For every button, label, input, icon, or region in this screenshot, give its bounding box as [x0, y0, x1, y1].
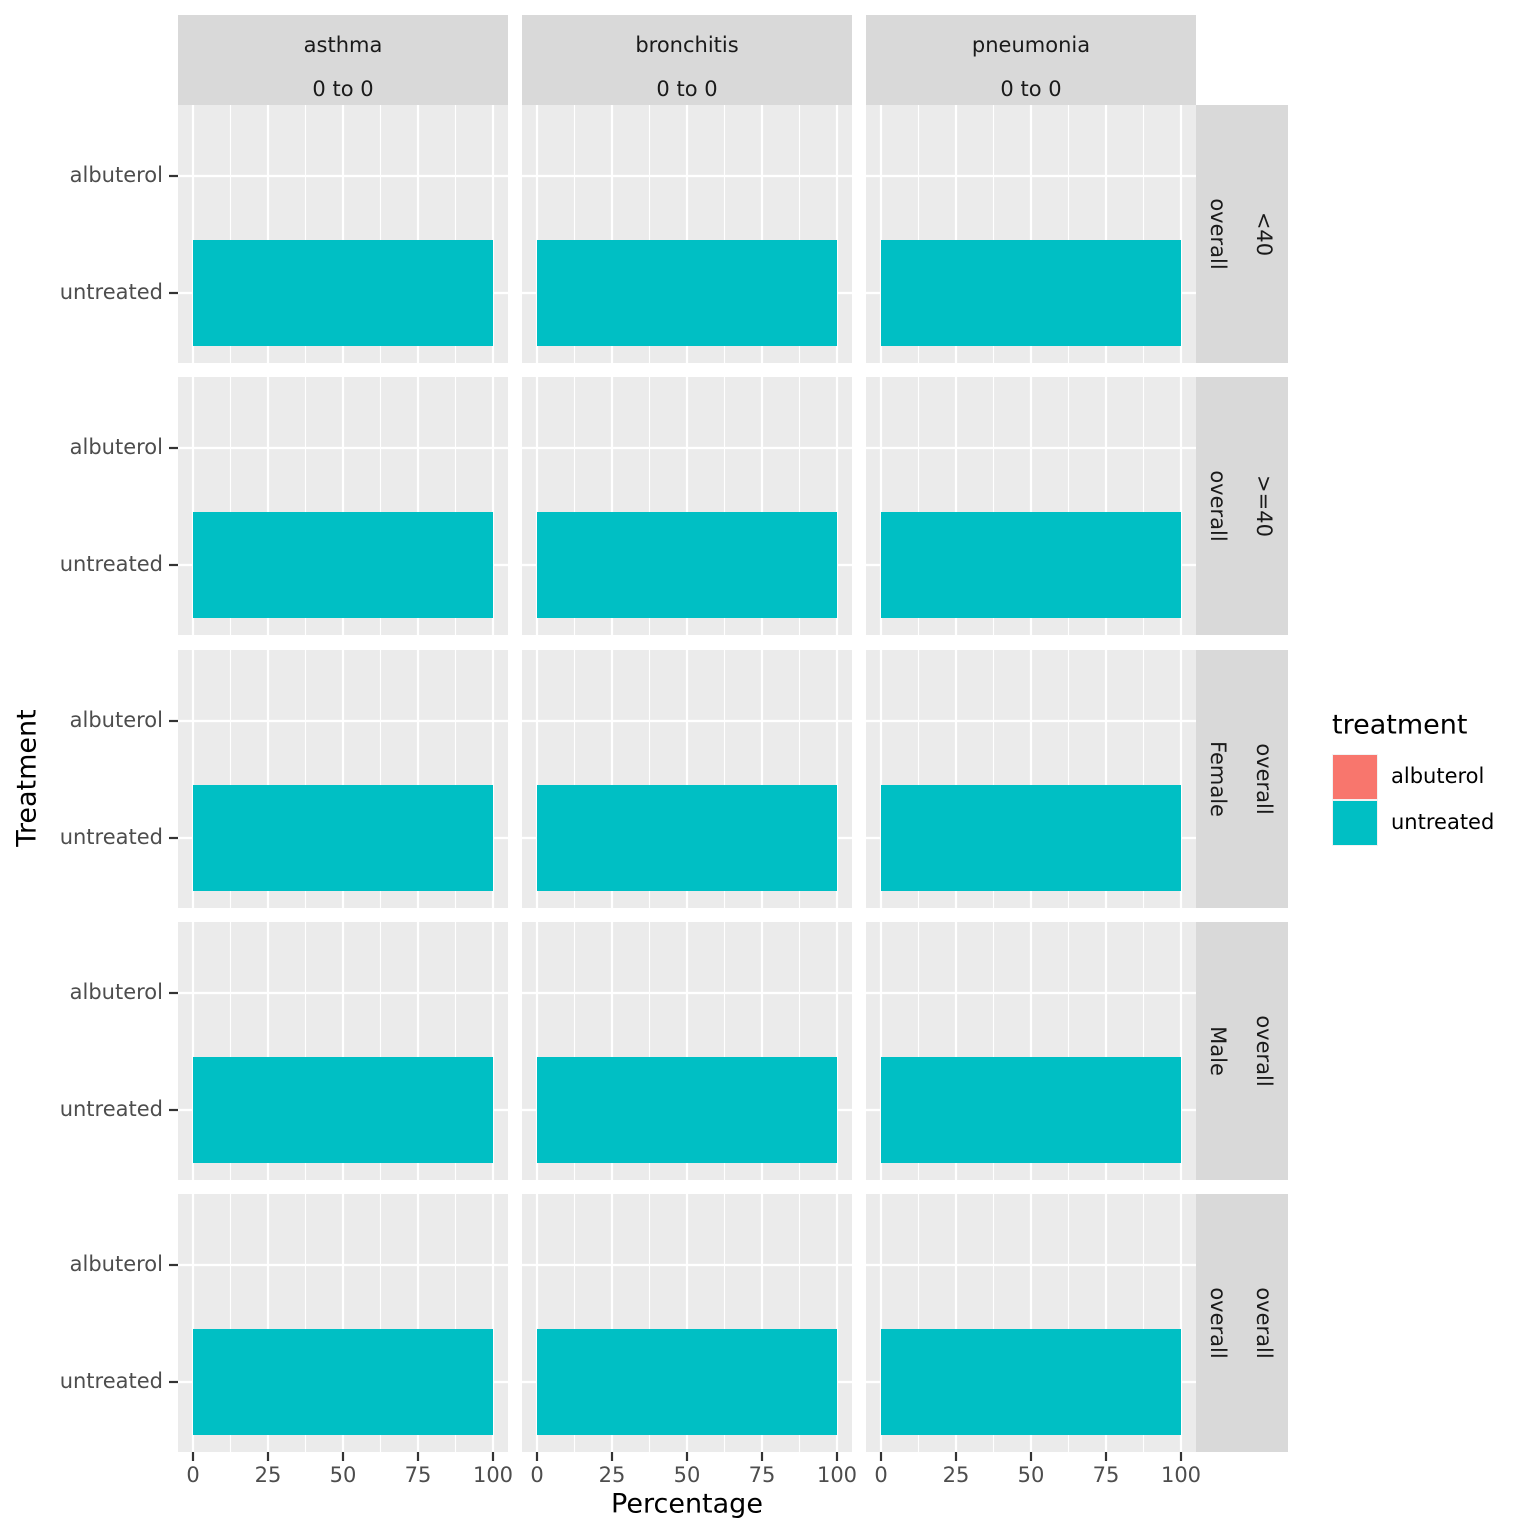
x-tick-label: 50 — [330, 1463, 357, 1487]
panel-1-pneumonia — [866, 377, 1196, 635]
y-tick-label-untreated: untreated — [60, 1097, 163, 1121]
panel-0-asthma — [178, 105, 508, 363]
x-tick-label: 75 — [1093, 1463, 1120, 1487]
panel-1-bronchitis — [522, 377, 852, 635]
strip-right-label-inner: Female — [1206, 741, 1230, 817]
legend-swatch-untreated — [1333, 801, 1377, 845]
x-tick-label: 100 — [1161, 1463, 1201, 1487]
panel-1-asthma — [178, 377, 508, 635]
strip-right-3: overall Male — [1196, 922, 1288, 1180]
strip-right-background — [1196, 105, 1288, 363]
bar-untreated — [537, 1057, 837, 1163]
panel-4-pneumonia — [866, 1194, 1196, 1452]
x-tick-label: 50 — [674, 1463, 701, 1487]
x-tick-label: 0 — [874, 1463, 887, 1487]
x-tick-label: 75 — [749, 1463, 776, 1487]
y-tick-label-albuterol: albuterol — [70, 980, 163, 1004]
panel-2-asthma — [178, 650, 508, 908]
panel-2-pneumonia — [866, 650, 1196, 908]
panel-3-asthma — [178, 922, 508, 1180]
y-tick-label-untreated: untreated — [60, 552, 163, 576]
x-tick-label: 100 — [817, 1463, 857, 1487]
panel-0-bronchitis — [522, 105, 852, 363]
strip-right-background — [1196, 922, 1288, 1180]
x-tick-label: 100 — [473, 1463, 513, 1487]
strip-right-background — [1196, 650, 1288, 908]
panel-3-bronchitis — [522, 922, 852, 1180]
x-tick-label: 0 — [530, 1463, 543, 1487]
legend: treatment albuterol untreated — [1332, 710, 1494, 846]
legend-title: treatment — [1332, 710, 1467, 741]
x-tick-label: 50 — [1018, 1463, 1045, 1487]
bar-untreated — [193, 1057, 493, 1163]
bar-untreated — [881, 240, 1181, 346]
strip-top-asthma — [178, 15, 508, 105]
bar-untreated — [881, 1329, 1181, 1435]
x-tick-label: 75 — [405, 1463, 432, 1487]
y-tick-label-untreated: untreated — [60, 1369, 163, 1393]
x-tick-label: 25 — [255, 1463, 282, 1487]
strip-right-4: overall overall — [1196, 1194, 1288, 1452]
legend-label-albuterol: albuterol — [1391, 764, 1484, 788]
bar-untreated — [537, 512, 837, 618]
bar-untreated — [193, 1329, 493, 1435]
strip-right-2: overall Female — [1196, 650, 1288, 908]
legend-swatch-albuterol — [1333, 755, 1377, 799]
bar-untreated — [537, 1329, 837, 1435]
y-tick-label-untreated: untreated — [60, 280, 163, 304]
strip-label-pneumonia: pneumonia — [972, 33, 1090, 57]
bar-untreated — [537, 240, 837, 346]
y-tick-label-untreated: untreated — [60, 825, 163, 849]
bar-untreated — [193, 512, 493, 618]
strip-right-0: <40 overall — [1196, 105, 1288, 363]
y-tick-label-albuterol: albuterol — [70, 708, 163, 732]
panel-2-bronchitis — [522, 650, 852, 908]
panel-4-asthma — [178, 1194, 508, 1452]
strip-sublabel-pneumonia: 0 to 0 — [1000, 77, 1061, 101]
panel-0-pneumonia — [866, 105, 1196, 363]
strip-right-label-inner: Male — [1206, 1026, 1230, 1076]
strip-top-bronchitis — [522, 15, 852, 105]
strip-right-background — [1196, 1194, 1288, 1452]
strip-label-bronchitis: bronchitis — [635, 33, 738, 57]
strip-right-label-outer: overall — [1252, 743, 1276, 814]
strip-right-label-outer: >=40 — [1252, 475, 1276, 537]
y-tick-label-albuterol: albuterol — [70, 435, 163, 459]
panel-4-bronchitis — [522, 1194, 852, 1452]
panel-3-pneumonia — [866, 922, 1196, 1180]
y-tick-label-albuterol: albuterol — [70, 163, 163, 187]
x-tick-label: 0 — [186, 1463, 199, 1487]
bar-untreated — [193, 785, 493, 891]
strip-right-label-outer: overall — [1252, 1015, 1276, 1086]
bar-untreated — [881, 785, 1181, 891]
bar-untreated — [881, 1057, 1181, 1163]
strip-right-label-inner: overall — [1206, 198, 1230, 269]
strip-right-1: >=40 overall — [1196, 377, 1288, 635]
strip-right-label-outer: overall — [1252, 1287, 1276, 1358]
strip-sublabel-bronchitis: 0 to 0 — [656, 77, 717, 101]
strip-label-asthma: asthma — [304, 33, 383, 57]
strip-sublabel-asthma: 0 to 0 — [312, 77, 373, 101]
strip-right-label-outer: <40 — [1252, 212, 1276, 256]
x-axis-title: Percentage — [611, 1489, 763, 1520]
y-tick-label-albuterol: albuterol — [70, 1252, 163, 1276]
legend-label-untreated: untreated — [1391, 810, 1494, 834]
y-axis-title: Treatment — [12, 709, 43, 847]
strip-right-background — [1196, 377, 1288, 635]
x-tick-label: 25 — [943, 1463, 970, 1487]
bar-untreated — [537, 785, 837, 891]
bar-untreated — [193, 240, 493, 346]
strip-right-label-inner: overall — [1206, 1287, 1230, 1358]
strip-top-pneumonia — [866, 15, 1196, 105]
bar-untreated — [881, 512, 1181, 618]
x-tick-label: 25 — [599, 1463, 626, 1487]
strip-right-label-inner: overall — [1206, 470, 1230, 541]
